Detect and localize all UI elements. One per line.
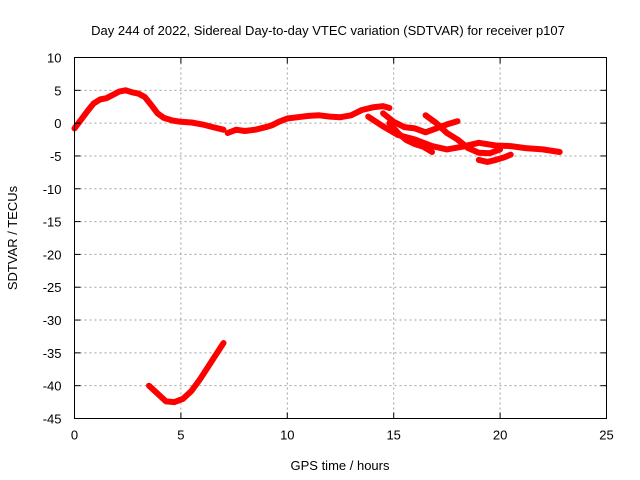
- grid: [74, 57, 607, 419]
- x-tick-label: 25: [599, 428, 613, 443]
- x-tick-label: 15: [386, 428, 400, 443]
- series-line-arc-8: [146, 340, 227, 406]
- series-group: [71, 87, 563, 406]
- plot-frame: [74, 57, 607, 419]
- y-tick-label: -10: [43, 182, 62, 197]
- y-tick-label: -25: [43, 280, 62, 295]
- series-line-arc-6: [422, 112, 504, 157]
- series-line-arc-5: [386, 120, 435, 155]
- ticks: 0 5 10 15 20 25 10 5 0 -5 -10 -15 -20 -25 -30 -35 -40 -45: [43, 51, 614, 443]
- x-tick-label: 0: [71, 428, 78, 443]
- x-tick-label: 5: [177, 428, 184, 443]
- y-tick-label: -5: [50, 149, 62, 164]
- y-tick-label: -30: [43, 313, 62, 328]
- y-tick-label: -45: [43, 412, 62, 427]
- y-tick-label: -20: [43, 247, 62, 262]
- series-line-arc-2: [224, 103, 393, 136]
- y-tick-label: 5: [54, 83, 61, 98]
- x-tick-label: 10: [280, 428, 294, 443]
- y-axis-label: SDTVAR / TECUs: [5, 185, 20, 290]
- y-tick-label: -15: [43, 215, 62, 230]
- x-tick-label: 20: [493, 428, 507, 443]
- y-tick-label: 10: [47, 51, 61, 66]
- y-tick-label: -40: [43, 379, 62, 394]
- y-tick-label: 0: [54, 116, 61, 131]
- series-line-arc-1: [71, 87, 227, 133]
- x-axis-label: GPS time / hours: [291, 458, 390, 473]
- y-tick-label: -35: [43, 346, 62, 361]
- chart-title: Day 244 of 2022, Sidereal Day-to-day VTE…: [91, 23, 565, 38]
- series-line-arc-4: [380, 110, 461, 136]
- series-line-arc-7: [475, 151, 514, 165]
